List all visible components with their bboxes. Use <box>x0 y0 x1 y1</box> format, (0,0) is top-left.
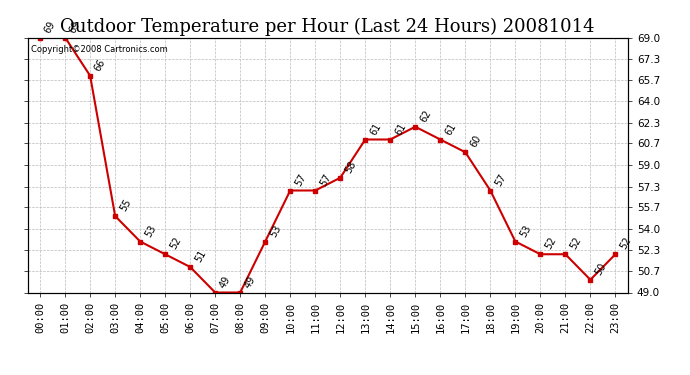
Text: 57: 57 <box>318 172 333 188</box>
Text: 51: 51 <box>193 249 208 264</box>
Text: Copyright©2008 Cartronics.com: Copyright©2008 Cartronics.com <box>30 45 168 54</box>
Text: 53: 53 <box>143 223 158 239</box>
Text: 58: 58 <box>343 159 358 175</box>
Text: 57: 57 <box>293 172 308 188</box>
Text: 52: 52 <box>168 236 183 252</box>
Text: 61: 61 <box>443 121 458 137</box>
Text: 69: 69 <box>43 19 58 35</box>
Text: 55: 55 <box>118 197 133 213</box>
Text: 52: 52 <box>568 236 583 252</box>
Title: Outdoor Temperature per Hour (Last 24 Hours) 20081014: Outdoor Temperature per Hour (Last 24 Ho… <box>61 18 595 36</box>
Text: 69: 69 <box>68 19 83 35</box>
Text: 50: 50 <box>593 261 608 277</box>
Text: 53: 53 <box>268 223 283 239</box>
Text: 52: 52 <box>543 236 558 252</box>
Text: 53: 53 <box>518 223 533 239</box>
Text: 66: 66 <box>93 57 108 73</box>
Text: 52: 52 <box>618 236 633 252</box>
Text: 49: 49 <box>243 274 258 290</box>
Text: 61: 61 <box>368 121 383 137</box>
Text: 60: 60 <box>468 134 483 150</box>
Text: 62: 62 <box>418 108 433 124</box>
Text: 57: 57 <box>493 172 508 188</box>
Text: 49: 49 <box>218 274 233 290</box>
Text: 61: 61 <box>393 121 408 137</box>
